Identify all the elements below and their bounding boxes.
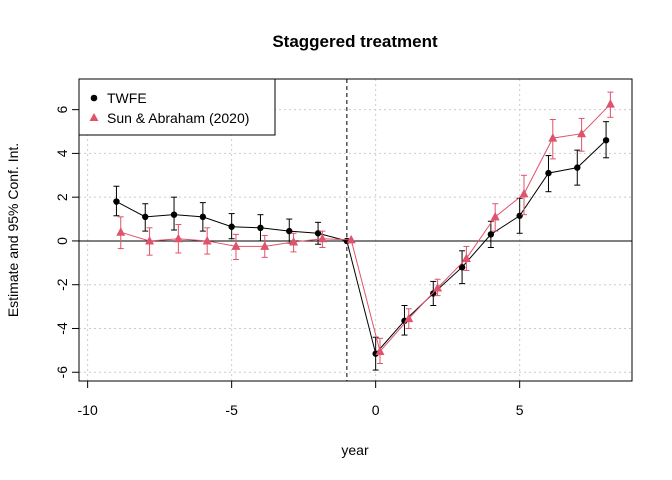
data-point [173, 233, 183, 243]
y-tick-label: 6 [54, 106, 70, 114]
y-tick-label: 0 [54, 237, 70, 245]
data-point [145, 235, 155, 245]
data-point [116, 227, 126, 236]
data-point [199, 213, 207, 221]
data-point [461, 253, 471, 262]
x-tick-label: 0 [372, 402, 380, 418]
y-axis-title: Estimate and 95% Conf. Int. [5, 143, 21, 317]
data-point [113, 198, 120, 205]
legend-label-twfe: TWFE [107, 90, 147, 106]
x-axis-title: year [341, 442, 369, 458]
data-point [231, 241, 241, 250]
data-point [404, 313, 414, 323]
series-0 [113, 121, 610, 371]
data-point [548, 133, 558, 142]
legend: TWFE Sun & Abraham (2020) [78, 78, 276, 136]
data-point [516, 212, 523, 219]
legend-marker-sun-abraham [89, 113, 99, 121]
data-point [286, 227, 293, 235]
legend-box [78, 78, 276, 136]
legend-marker-twfe [90, 94, 98, 102]
axes: -10 -5 0 5 -6 -4 -2 0 2 4 6 [54, 106, 524, 418]
data-point [433, 282, 443, 292]
series-1 [116, 91, 615, 364]
data-point [317, 233, 327, 243]
legend-label-sun-abraham: Sun & Abraham (2020) [107, 110, 249, 126]
y-tick-label: -2 [54, 278, 70, 291]
data-point [577, 128, 587, 138]
series-layer [113, 91, 615, 371]
data-point [519, 188, 529, 198]
x-tick-label: -10 [78, 402, 98, 418]
data-point [346, 234, 356, 244]
chart-title: Staggered treatment [272, 32, 438, 51]
data-point [574, 164, 581, 171]
data-point [314, 230, 322, 237]
data-point [545, 169, 552, 177]
data-point [458, 264, 466, 271]
data-point [202, 235, 212, 245]
y-tick-label: 4 [54, 149, 70, 157]
y-tick-label: -4 [54, 322, 70, 335]
data-point [490, 211, 500, 221]
data-point [487, 231, 495, 238]
x-tick-label: 5 [516, 402, 524, 418]
y-tick-label: -6 [54, 366, 70, 379]
series-line [120, 103, 611, 353]
data-point [289, 237, 299, 246]
data-point [142, 213, 149, 221]
series-line [116, 139, 607, 355]
data-point [260, 241, 270, 250]
data-point [228, 223, 235, 230]
y-tick-label: 2 [54, 193, 70, 201]
data-point [375, 346, 385, 355]
data-point [430, 290, 437, 297]
data-point [602, 137, 610, 144]
reference-lines [79, 79, 632, 381]
data-point [605, 99, 615, 108]
x-tick-label: -5 [225, 402, 238, 418]
data-point [170, 211, 178, 218]
data-point [257, 224, 264, 232]
